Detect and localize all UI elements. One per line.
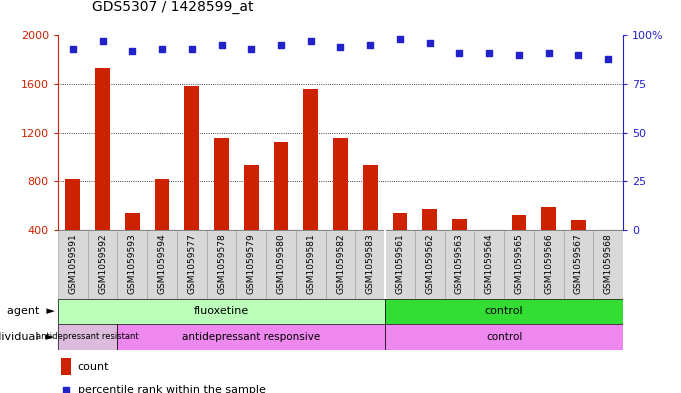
Bar [125,213,140,230]
Text: GSM1059564: GSM1059564 [485,233,494,294]
Text: control: control [486,332,522,342]
Bar [244,165,259,230]
Text: GSM1059568: GSM1059568 [604,233,613,294]
Point [246,46,257,52]
Bar [88,230,117,299]
Bar [303,89,318,230]
Bar [266,230,296,299]
Bar [385,299,623,324]
Bar [534,230,564,299]
Bar [385,230,415,299]
Bar [58,324,117,350]
Text: percentile rank within the sample: percentile rank within the sample [78,386,266,393]
Text: GSM1059567: GSM1059567 [574,233,583,294]
Text: individual  ►: individual ► [0,332,54,342]
Text: GSM1059580: GSM1059580 [276,233,285,294]
Point [513,51,524,58]
Bar [206,230,236,299]
Bar [333,138,348,230]
Text: fluoxetine: fluoxetine [194,307,249,316]
Text: GSM1059578: GSM1059578 [217,233,226,294]
Bar [185,86,199,230]
Point [216,42,227,48]
Text: GSM1059593: GSM1059593 [128,233,137,294]
Text: GSM1059566: GSM1059566 [544,233,553,294]
Bar [355,230,385,299]
Point [127,48,138,54]
Bar [363,165,378,230]
Text: GSM1059592: GSM1059592 [98,233,107,294]
Point [543,50,554,56]
Bar [61,358,71,375]
Text: GSM1059579: GSM1059579 [247,233,256,294]
Text: GSM1059582: GSM1059582 [336,233,345,294]
Point [454,50,465,56]
Bar [58,230,88,299]
Bar [117,324,385,350]
Text: GSM1059563: GSM1059563 [455,233,464,294]
Bar [415,230,445,299]
Point [407,280,418,286]
Point [276,42,287,48]
Point [335,44,346,50]
Point [424,40,435,46]
Text: GSM1059562: GSM1059562 [425,233,434,294]
Bar [571,220,586,230]
Text: GSM1059594: GSM1059594 [157,233,167,294]
Point [365,42,376,48]
Text: control: control [485,307,524,316]
Text: antidepressant resistant: antidepressant resistant [36,332,139,342]
Bar [452,219,467,230]
Text: GSM1059577: GSM1059577 [187,233,196,294]
Bar [392,213,407,230]
Text: agent  ►: agent ► [7,307,54,316]
Bar [236,230,266,299]
Text: GDS5307 / 1428599_at: GDS5307 / 1428599_at [92,0,253,14]
Bar [475,230,504,299]
Point [305,38,316,44]
Bar [326,230,355,299]
Bar [296,230,326,299]
Point [603,55,614,62]
Point [67,46,78,52]
Bar [504,230,534,299]
Text: GSM1059591: GSM1059591 [68,233,77,294]
Text: GSM1059581: GSM1059581 [306,233,315,294]
Bar [65,179,80,230]
Bar [541,207,556,230]
Bar [385,324,623,350]
Bar [117,230,147,299]
Bar [177,230,206,299]
Point [97,38,108,44]
Text: GSM1059565: GSM1059565 [514,233,524,294]
Point [394,36,405,42]
Point [187,46,197,52]
Bar [58,299,385,324]
Text: GSM1059561: GSM1059561 [396,233,405,294]
Bar [593,230,623,299]
Point [484,50,494,56]
Point [157,46,168,52]
Bar [214,138,229,230]
Bar [445,230,475,299]
Bar [481,230,496,233]
Bar [274,142,289,230]
Text: count: count [78,362,109,372]
Bar [155,179,170,230]
Bar [147,230,177,299]
Bar [564,230,593,299]
Bar [95,68,110,230]
Text: GSM1059583: GSM1059583 [366,233,375,294]
Bar [601,230,616,231]
Bar [511,215,526,230]
Bar [422,209,437,230]
Point [573,51,584,58]
Text: antidepressant responsive: antidepressant responsive [182,332,320,342]
